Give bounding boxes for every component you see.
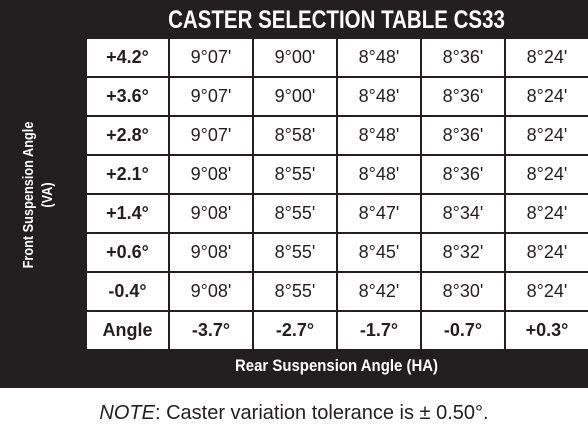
table-cell: 8°48' — [338, 117, 420, 154]
table: +4.2° 9°07' 9°00' 8°48' 8°36' 8°24' +3.6° 9°07'… — [85, 37, 588, 349]
table-cell: 8°45' — [338, 234, 420, 271]
table-cell: 8°48' — [338, 156, 420, 193]
row-label: +2.1° — [87, 156, 168, 193]
table-cell: 8°24' — [506, 273, 588, 310]
table-cell: 8°36' — [422, 156, 504, 193]
column-label: -1.7° — [338, 312, 420, 349]
side-label-line: Front Suspension Angle — [20, 121, 37, 269]
table-cell: 8°47' — [338, 195, 420, 232]
table-cell: 9°08' — [170, 234, 252, 271]
table-cell: 8°34' — [422, 195, 504, 232]
table-cell: 8°55' — [254, 273, 336, 310]
table-cell: 8°24' — [506, 39, 588, 76]
table-cell: 9°08' — [170, 195, 252, 232]
table-cell: 8°48' — [338, 39, 420, 76]
side-label: Front Suspension Angle (VA) — [19, 68, 57, 323]
note-label: NOTE — [99, 402, 155, 424]
column-label: +0.3° — [506, 312, 588, 349]
panel: CASTER SELECTION TABLE CS33 Front Suspen… — [0, 0, 588, 388]
table-cell: 8°24' — [506, 117, 588, 154]
row-label: +4.2° — [87, 39, 168, 76]
table-cell: 8°36' — [422, 117, 504, 154]
row-label: +0.6° — [87, 234, 168, 271]
table-cell: 8°24' — [506, 156, 588, 193]
table-cell: 8°32' — [422, 234, 504, 271]
table-cell: 8°30' — [422, 273, 504, 310]
side-label-line: (VA) — [39, 182, 56, 208]
table-cell: 8°24' — [506, 195, 588, 232]
table-cell: 8°55' — [254, 156, 336, 193]
table-cell: 8°58' — [254, 117, 336, 154]
table-cell: 9°07' — [170, 39, 252, 76]
table-cell: 9°00' — [254, 39, 336, 76]
row-label: -0.4° — [87, 273, 168, 310]
column-label: -3.7° — [170, 312, 252, 349]
table-cell: 8°36' — [422, 78, 504, 115]
title: CASTER SELECTION TABLE CS33 — [168, 6, 505, 34]
bottom-label: Rear Suspension Angle (HA) — [234, 356, 439, 375]
table-cell: 8°24' — [506, 234, 588, 271]
table-cell: 8°24' — [506, 78, 588, 115]
table-cell: 8°55' — [254, 195, 336, 232]
table-cell: 8°48' — [338, 78, 420, 115]
row-label: +1.4° — [87, 195, 168, 232]
column-label: -0.7° — [422, 312, 504, 349]
table-cell: 9°07' — [170, 117, 252, 154]
table-cell: 9°08' — [170, 273, 252, 310]
note-text: : Caster variation tolerance is ± 0.50°. — [154, 402, 489, 424]
note: NOTE: Caster variation tolerance is ± 0.… — [0, 402, 588, 425]
row-label: +3.6° — [87, 78, 168, 115]
column-label: -2.7° — [254, 312, 336, 349]
table-cell: 8°55' — [254, 234, 336, 271]
row-label: +2.8° — [87, 117, 168, 154]
table-cell: 9°07' — [170, 78, 252, 115]
table-cell: 8°36' — [422, 39, 504, 76]
table-cell: 9°00' — [254, 78, 336, 115]
table-cell: 9°08' — [170, 156, 252, 193]
corner-label: Angle — [87, 312, 168, 349]
table-cell: 8°42' — [338, 273, 420, 310]
